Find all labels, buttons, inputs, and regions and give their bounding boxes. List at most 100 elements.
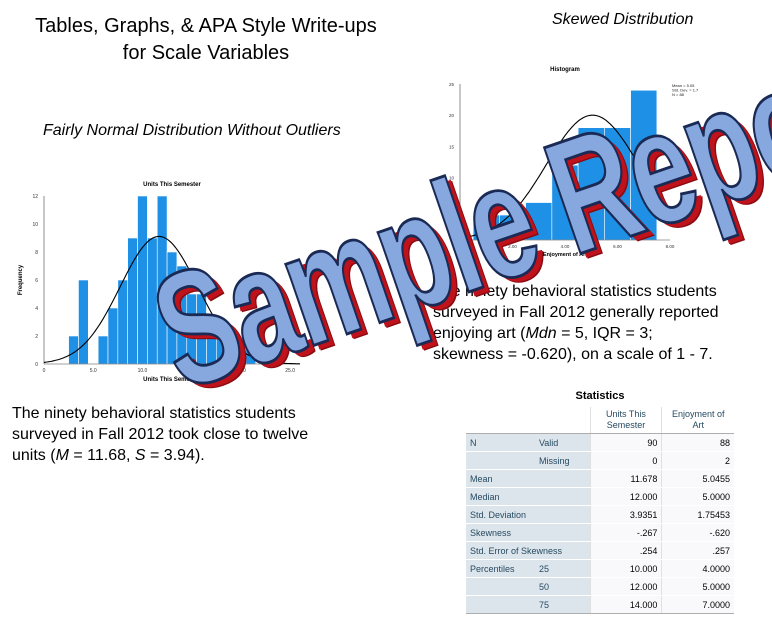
art-value: 2 bbox=[661, 451, 734, 470]
units-value: .254 bbox=[589, 541, 662, 560]
histogram-bar bbox=[196, 293, 207, 365]
left-writeup-line2: surveyed in Fall 2012 took close to twel… bbox=[12, 426, 309, 443]
x-tick-label: 20.0 bbox=[236, 368, 246, 374]
x-axis-label: Enjoyment of Art bbox=[543, 252, 587, 258]
right-writeup-line1: The ninety behavioral statistics student… bbox=[433, 283, 717, 300]
row-sublabel bbox=[534, 469, 591, 488]
histogram-bar bbox=[577, 127, 605, 241]
row-label: Std. Deviation bbox=[466, 505, 535, 524]
art-value: 1.75453 bbox=[661, 505, 734, 524]
x-tick-label: 15.0 bbox=[187, 368, 197, 374]
units-value: 0 bbox=[589, 451, 662, 470]
row-sublabel: 25 bbox=[534, 559, 591, 578]
y-tick-label: 4 bbox=[35, 306, 38, 312]
row-label: Skewness bbox=[466, 523, 535, 542]
row-label: Std. Error of Skewness bbox=[466, 541, 591, 560]
art-value: 4.0000 bbox=[661, 559, 734, 578]
histogram-bar bbox=[156, 195, 168, 365]
row-sublabel: 50 bbox=[534, 577, 591, 596]
row-sublabel bbox=[534, 487, 591, 506]
page-title-line1: Tables, Graphs, & APA Style Write-ups bbox=[35, 15, 377, 37]
art-histogram: Histogram 2.00 4.00 6.00 8.00 0 5 10 15 20 25 Enjoy… bbox=[449, 67, 698, 258]
x-tick-label: 8.00 bbox=[666, 244, 675, 249]
x-tick-label: 10.0 bbox=[138, 368, 148, 374]
units-value: 3.9351 bbox=[589, 505, 662, 524]
x-axis-label: Units This Semester bbox=[143, 377, 201, 383]
row-label bbox=[466, 451, 535, 470]
table-row: Median 12.000 5.0000 bbox=[466, 487, 734, 506]
y-tick-label: 0 bbox=[451, 238, 454, 243]
histogram-bar bbox=[472, 214, 500, 241]
legend-entry: Mean = 5.05 bbox=[672, 83, 695, 88]
row-label: Median bbox=[466, 487, 535, 506]
table-row: Std. Deviation 3.9351 1.75453 bbox=[466, 505, 734, 524]
y-tick-label: 0 bbox=[35, 362, 38, 368]
y-tick-label: 12 bbox=[32, 194, 38, 200]
x-tick-label: 25.0 bbox=[285, 368, 295, 374]
statistics-table-block: Statistics Units This Semester Enjoyment … bbox=[466, 390, 734, 614]
mdn-label: Mdn bbox=[525, 325, 557, 342]
art-value: -.620 bbox=[661, 523, 734, 542]
art-value: 5.0000 bbox=[661, 487, 734, 506]
histogram-bar bbox=[551, 164, 579, 241]
histogram-bar bbox=[147, 237, 158, 365]
y-tick-label: 25 bbox=[449, 82, 455, 87]
art-value: 5.0000 bbox=[661, 577, 734, 596]
right-writeup: The ninety behavioral statistics student… bbox=[433, 281, 763, 365]
units-value: 12.000 bbox=[589, 577, 662, 596]
y-tick-label: 10 bbox=[449, 176, 455, 181]
left-writeup: The ninety behavioral statistics student… bbox=[12, 403, 352, 466]
y-tick-label: 6 bbox=[35, 278, 38, 284]
table-row: Mean 11.678 5.0455 bbox=[466, 469, 734, 488]
row-sublabel: Valid bbox=[534, 433, 591, 452]
right-writeup-line3: enjoying art (Mdn = 5, IQR = 3; bbox=[433, 325, 653, 342]
left-subhead: Fairly Normal Distribution Without Outli… bbox=[43, 122, 341, 139]
y-tick-label: 15 bbox=[449, 144, 455, 149]
art-value: 5.0455 bbox=[661, 469, 734, 488]
row-label bbox=[466, 577, 535, 596]
histogram-bar bbox=[166, 251, 178, 365]
histogram-bar bbox=[176, 265, 188, 365]
left-writeup-line1: The ninety behavioral statistics student… bbox=[12, 405, 296, 422]
table-row: N Valid 90 88 bbox=[466, 433, 734, 452]
histogram-bar bbox=[206, 335, 217, 365]
table-row: Skewness -.267 -.620 bbox=[466, 523, 734, 542]
statistics-table-title: Statistics bbox=[575, 390, 625, 402]
x-tick-label: 0 bbox=[43, 368, 46, 374]
right-subhead: Skewed Distribution bbox=[552, 11, 694, 28]
row-label: N bbox=[466, 433, 535, 452]
row-sublabel: Missing bbox=[534, 451, 591, 470]
y-tick-label: 20 bbox=[449, 113, 455, 118]
table-row: Std. Error of Skewness .254.257 bbox=[466, 541, 734, 560]
table-row: Percentiles 25 10.000 4.0000 bbox=[466, 559, 734, 578]
units-histogram: Units This Semester 0 5.0 10.0 15.0 20.0 25.0 0… bbox=[18, 182, 300, 383]
units-value: 90 bbox=[589, 433, 662, 452]
histogram-bar bbox=[107, 307, 119, 365]
legend-entry: Std. Dev. = 1.755 bbox=[672, 88, 698, 93]
table-row: Missing 0 2 bbox=[466, 451, 734, 470]
row-sublabel bbox=[534, 505, 591, 524]
units-value: 11.678 bbox=[589, 469, 662, 488]
histogram-bar bbox=[225, 349, 237, 365]
art-value: .257 bbox=[661, 541, 734, 560]
histogram-bar bbox=[525, 202, 553, 241]
col-header-units: Units This Semester bbox=[589, 407, 662, 434]
x-tick-label: 6.00 bbox=[613, 244, 622, 249]
art-value: 7.0000 bbox=[661, 595, 734, 614]
histogram-bar bbox=[604, 127, 631, 241]
y-tick-label: 8 bbox=[35, 250, 38, 256]
y-tick-label: 10 bbox=[32, 222, 38, 228]
table-row: 50 12.000 5.0000 bbox=[466, 577, 734, 596]
y-tick-label: 2 bbox=[35, 334, 38, 340]
row-label bbox=[466, 595, 535, 614]
histogram-bar bbox=[245, 349, 256, 365]
legend-entry: N = 88 bbox=[672, 92, 685, 97]
chart-title: Histogram bbox=[550, 67, 580, 73]
statistics-table: Units This Semester Enjoyment of Art N Vali… bbox=[466, 407, 734, 614]
units-value: 14.000 bbox=[589, 595, 662, 614]
m-label: M bbox=[55, 447, 69, 464]
histogram-bar bbox=[499, 214, 526, 241]
row-label: Mean bbox=[466, 469, 535, 488]
histogram-bar bbox=[216, 335, 227, 365]
histogram-bar bbox=[97, 335, 109, 365]
